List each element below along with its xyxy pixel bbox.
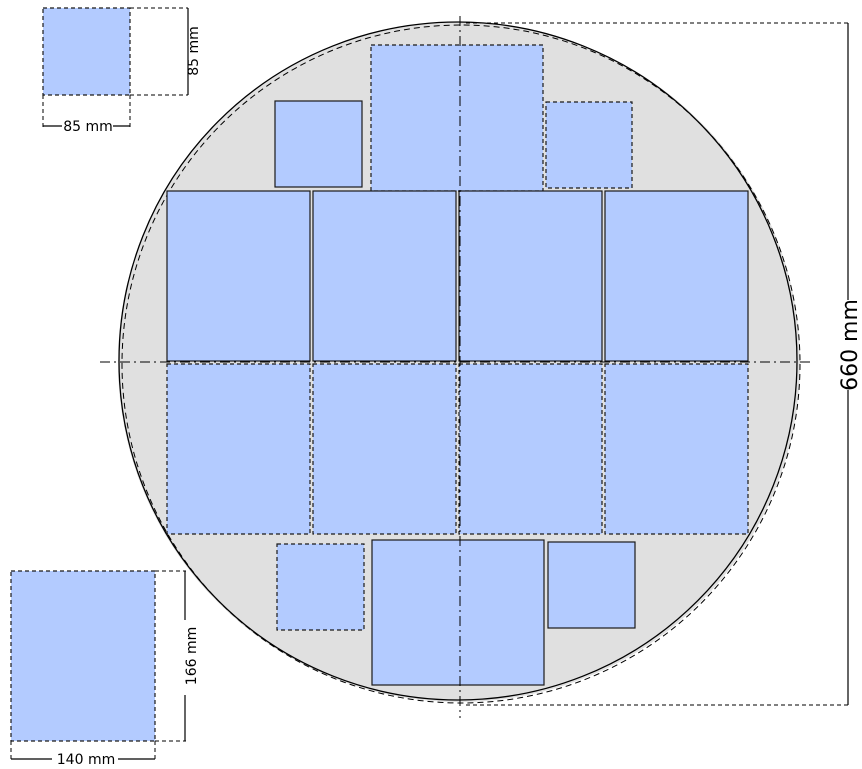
panel-small-bottom-right — [547, 541, 636, 629]
panel-small-bottom-left — [276, 543, 365, 631]
panel-large-row3-col2 — [312, 363, 457, 535]
panel-large-row3-col4 — [604, 363, 749, 535]
small-panel-reference: 85 mm 85 mm — [42, 7, 202, 135]
panel-large-row2-col2 — [312, 190, 457, 362]
large-width-label: 140 mm — [57, 752, 115, 768]
small-width-label: 85 mm — [63, 119, 113, 135]
panel-large-row2-col4 — [604, 190, 749, 362]
panel-large-bottom-center — [371, 539, 545, 686]
diameter-label: 660 mm — [838, 299, 862, 391]
panel-large-row3-col1 — [166, 363, 311, 535]
large-height-label: 166 mm — [184, 627, 200, 685]
panel-large-row3-col3 — [458, 363, 603, 535]
panel-small-top-left — [274, 100, 363, 188]
wafer-outline-solid — [118, 21, 798, 701]
panel-small-top-right — [545, 101, 633, 189]
panel-large-top-center — [370, 44, 544, 192]
small-height-label: 85 mm — [186, 26, 202, 76]
wafer-outline-dashed — [121, 24, 801, 704]
panel-large-row2-col1 — [166, 190, 311, 362]
large-panel-reference: 166 mm 140 mm — [10, 570, 200, 768]
diameter-dimension: 660 mm — [466, 22, 862, 706]
panel-large-row2-col3 — [458, 190, 603, 362]
